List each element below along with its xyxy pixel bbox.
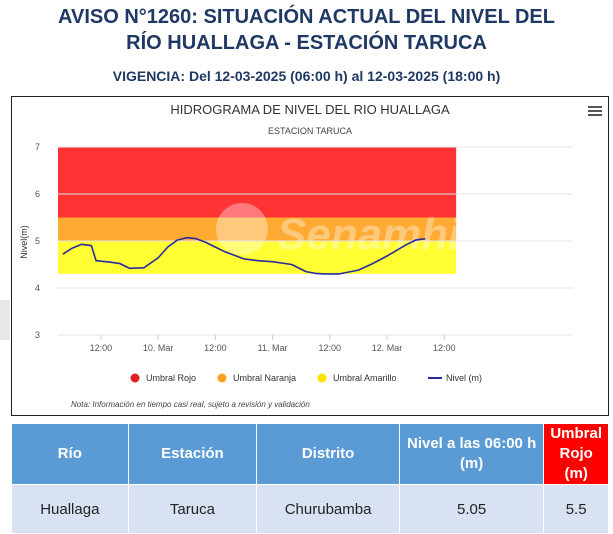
legend-marker (217, 373, 227, 383)
legend-marker (130, 373, 140, 383)
x-tick-label: 12. Mar (372, 343, 403, 353)
x-tick-label: 12:00 (90, 343, 113, 353)
legend-label: Umbral Naranja (233, 373, 296, 383)
x-tick-label: 11. Mar (258, 343, 288, 353)
band-umbral-naranja (58, 217, 457, 241)
threshold-bands (58, 147, 457, 274)
header-umbral-rojo: Umbral Rojo (m) (543, 423, 609, 485)
watermark-text: Senamhi (277, 210, 461, 259)
title-line-1: AVISO N°1260: SITUACIÓN ACTUAL DEL NIVEL… (58, 6, 555, 28)
header-nivel: Nivel a las 06:00 h (m) (398, 423, 545, 485)
cell-rio: Huallaga (11, 484, 129, 534)
title-line-2: RÍO HUALLAGA - ESTACIÓN TARUCA (126, 32, 487, 54)
chart-subtitle: ESTACION TARUCA (268, 126, 352, 136)
table-header-row: Río Estación Distrito Nivel a las 06:00 … (11, 423, 609, 485)
cell-distrito: Churubamba (256, 484, 400, 534)
y-tick-label: 3 (35, 330, 40, 340)
cell-estacion: Taruca (127, 484, 258, 534)
x-tick-labels: 12:00 10. Mar 12:00 11. Mar 12:00 12. Mar 12:0… (90, 335, 456, 353)
legend-item[interactable]: Umbral Rojo (130, 373, 197, 383)
x-tick-label: 12:00 (319, 343, 342, 353)
watermark-sun (216, 203, 268, 255)
legend-label: Umbral Amarillo (333, 373, 397, 383)
y-tick-label: 5 (35, 236, 40, 246)
band-umbral-amarillo (58, 241, 457, 274)
watermark-logo: Senamhi (216, 203, 461, 259)
side-decoration (0, 300, 10, 340)
summary-table: Río Estación Distrito Nivel a las 06:00 … (11, 423, 609, 534)
series-layer (62, 236, 426, 275)
y-gridlines (58, 146, 573, 336)
legend-label: Umbral Rojo (146, 373, 196, 383)
header-distrito: Distrito (256, 423, 400, 485)
y-tick-label: 4 (35, 283, 40, 293)
header-estacion: Estación (127, 423, 258, 485)
table-row: Huallaga Taruca Churubamba 5.05 5.5 (11, 484, 609, 534)
band-umbral-rojo (58, 147, 457, 218)
y-tick-label: 7 (35, 142, 40, 152)
page-title: AVISO N°1260: SITUACIÓN ACTUAL DEL NIVEL… (0, 4, 613, 56)
legend-marker (317, 373, 327, 383)
cell-umbral-rojo: 5.5 (543, 484, 609, 534)
series-line-nivel (62, 236, 426, 275)
x-tick-label: 12:00 (204, 343, 227, 353)
legend-label: Nivel (m) (446, 373, 482, 383)
legend-item[interactable]: Umbral Naranja (217, 373, 297, 383)
menu-icon[interactable] (588, 106, 602, 118)
y-tick-labels: 3 4 5 6 7 (35, 142, 40, 340)
header-rio: Río (11, 423, 129, 485)
legend[interactable]: Umbral Rojo Umbral Naranja Umbral Amarillo… (130, 373, 483, 383)
legend-item[interactable]: Umbral Amarillo (317, 373, 397, 383)
chart-note: Nota: Información en tiempo casi real, s… (71, 400, 310, 409)
x-tick-label: 10. Mar (143, 343, 174, 353)
chart-title: HIDROGRAMA DE NIVEL DEL RIO HUALLAGA (170, 102, 450, 117)
x-tick-label: 12:00 (433, 343, 456, 353)
vigencia-text: VIGENCIA: Del 12-03-2025 (06:00 h) al 12… (112, 68, 501, 84)
cell-nivel: 5.05 (398, 484, 545, 534)
y-axis-label: Nivel(m) (19, 225, 29, 259)
legend-item[interactable]: Nivel (m) (428, 373, 482, 383)
y-tick-label: 6 (35, 189, 40, 199)
